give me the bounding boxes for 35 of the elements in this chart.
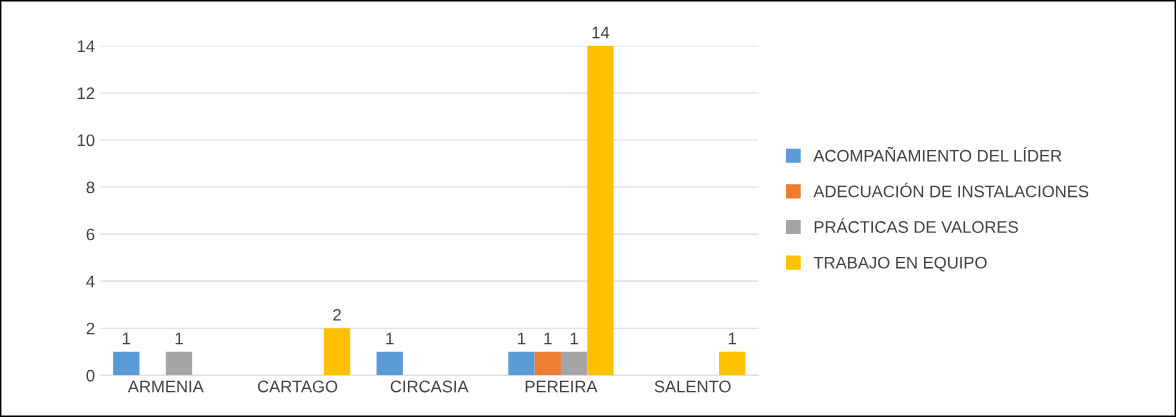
data-label: 14 bbox=[592, 26, 610, 39]
data-label: 1 bbox=[175, 332, 183, 345]
legend-label: PRÁCTICAS DE VALORES bbox=[814, 218, 1018, 233]
bar bbox=[587, 45, 614, 376]
y-tick-label: 14 bbox=[77, 40, 95, 52]
data-label: 1 bbox=[570, 332, 578, 345]
bar bbox=[113, 351, 140, 376]
bar bbox=[508, 351, 535, 376]
bar bbox=[719, 351, 746, 376]
legend-label: TRABAJO EN EQUIPO bbox=[813, 256, 987, 272]
data-label: 2 bbox=[333, 308, 341, 321]
y-tick-label: 10 bbox=[77, 134, 95, 147]
data-label: 1 bbox=[544, 332, 552, 345]
y-tick-label: 12 bbox=[77, 87, 95, 99]
data-label: 1 bbox=[728, 332, 736, 345]
y-tick-label: 0 bbox=[86, 369, 95, 382]
legend-label: ACOMPAÑAMIENTO DEL LÍDER bbox=[813, 146, 1062, 162]
bar bbox=[534, 351, 561, 376]
y-tick-label: 4 bbox=[86, 275, 95, 288]
x-tick-label: CIRCASIA bbox=[390, 380, 469, 393]
bar bbox=[376, 351, 403, 376]
bar bbox=[323, 328, 351, 376]
data-label: 1 bbox=[518, 332, 526, 345]
y-tick-label: 2 bbox=[86, 322, 95, 335]
data-label: 1 bbox=[386, 332, 394, 345]
legend-label: ADECUACIÓN DE INSTALACIONES bbox=[813, 182, 1089, 198]
data-label: 1 bbox=[122, 332, 131, 345]
y-tick-label: 8 bbox=[86, 181, 95, 194]
y-tick-label: 6 bbox=[86, 228, 95, 241]
x-tick-label: CARTAGO bbox=[257, 380, 338, 393]
bar bbox=[560, 351, 588, 376]
bar bbox=[165, 351, 193, 376]
x-tick-label: ARMENIA bbox=[127, 380, 204, 393]
x-tick-label: PEREIRA bbox=[525, 380, 598, 393]
x-tick-label: SALENTO bbox=[654, 380, 731, 393]
